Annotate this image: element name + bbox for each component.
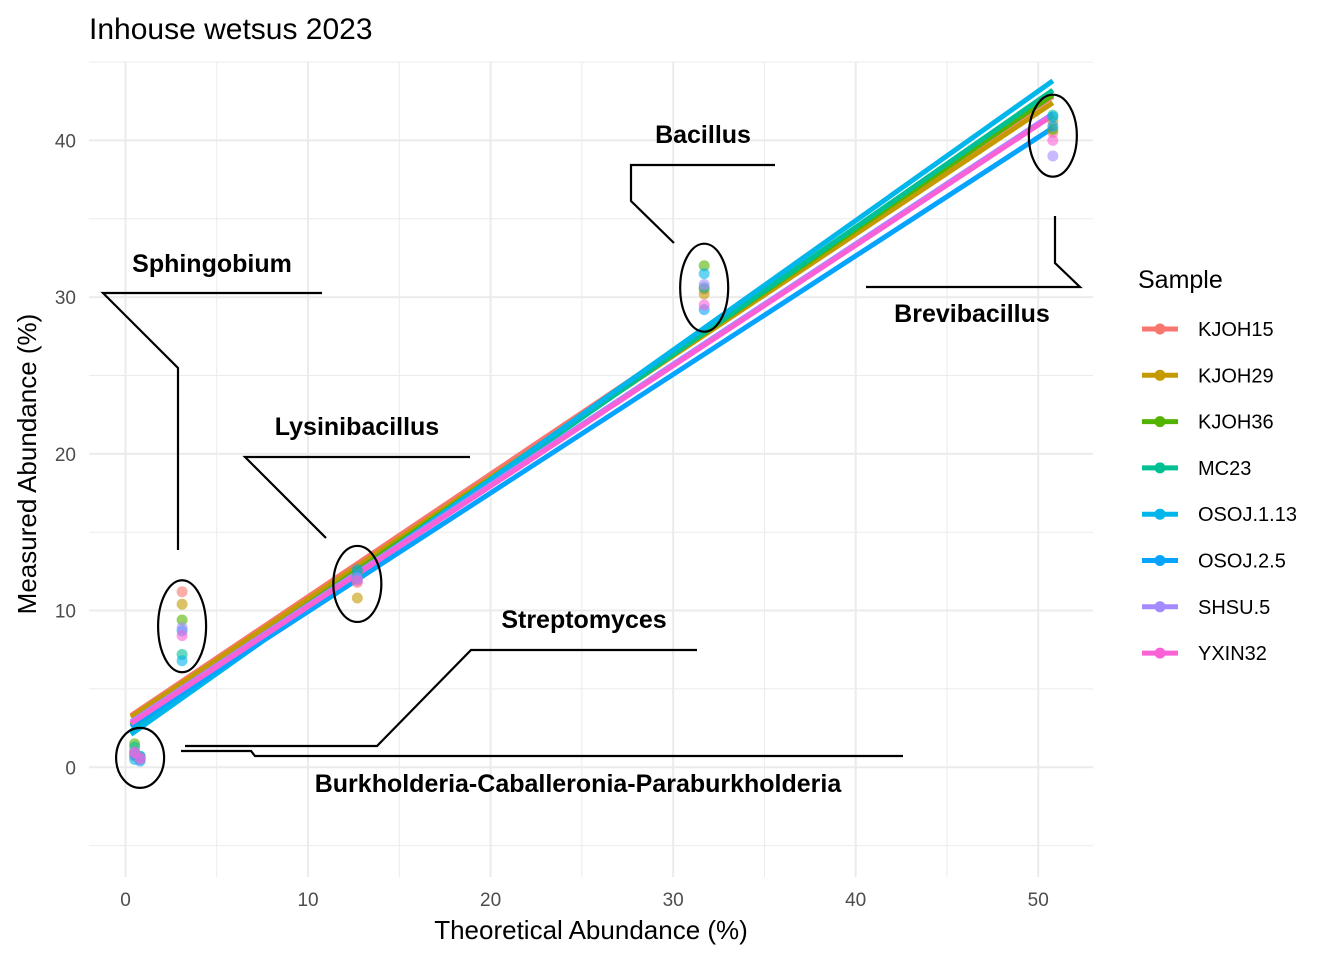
annotation-label: Sphingobium: [132, 250, 292, 278]
legend-label: MC23: [1198, 458, 1251, 480]
cluster-ring: [332, 544, 383, 624]
y-axis-title: Measured Abundance (%): [12, 314, 42, 615]
x-tick-label: 50: [1028, 890, 1049, 911]
data-point: [176, 614, 188, 626]
legend-key-point: [1154, 601, 1166, 613]
data-point: [1047, 150, 1059, 162]
legend-label: OSOJ.1.13: [1198, 504, 1297, 526]
legend-label: KJOH36: [1198, 412, 1274, 434]
annotation-label: Streptomyces: [501, 606, 666, 634]
data-point: [1047, 111, 1059, 123]
data-point: [1047, 120, 1059, 132]
data-point: [698, 260, 710, 272]
grid: [89, 61, 1093, 877]
data-point: [351, 575, 363, 587]
leader-line: [100, 291, 322, 550]
cluster-ring: [1027, 93, 1078, 178]
cluster-ring: [156, 579, 208, 674]
legend-label: OSOJ.2.5: [1198, 551, 1286, 573]
data-point: [698, 299, 710, 311]
legend-key-point: [1154, 462, 1166, 474]
x-tick-label: 0: [120, 890, 131, 911]
legend-key-point: [1154, 323, 1166, 335]
annotation-label: Lysinibacillus: [275, 413, 439, 441]
leader-line: [629, 163, 775, 244]
legend-key-point: [1154, 369, 1166, 381]
fit-line: [129, 113, 1055, 726]
chart-title: Inhouse wetsus 2023: [89, 13, 373, 46]
legend-label: YXIN32: [1198, 643, 1267, 665]
leader-line: [185, 648, 697, 748]
fit-lines: [129, 78, 1055, 737]
legend-key-point: [1154, 555, 1166, 566]
data-point: [176, 630, 188, 642]
x-tick-label: 20: [480, 890, 501, 911]
y-tick-label: 0: [65, 758, 76, 779]
legend: Sample KJOH15 KJOH29 KJOH36 MC23 OSOJ.1.13 OS…: [1138, 266, 1297, 665]
cluster-ring: [679, 242, 730, 333]
cluster-ring: [115, 726, 166, 789]
legend-key-point: [1154, 508, 1166, 520]
y-tick-label: 10: [55, 602, 76, 623]
data-point: [351, 564, 363, 576]
legend-label: KJOH15: [1198, 319, 1274, 341]
leader-line: [866, 216, 1083, 289]
x-axis-title: Theoretical Abundance (%): [434, 915, 748, 945]
data-point: [176, 655, 188, 667]
data-point: [134, 752, 146, 764]
annotations: Sphingobium Lysinibacillus Bacillus Breviba…: [100, 93, 1083, 798]
annotation-label: Bacillus: [655, 121, 751, 149]
x-tick-label: 30: [663, 890, 684, 911]
data-point: [698, 268, 710, 280]
x-tick-label: 10: [297, 890, 318, 911]
leader-line: [242, 455, 470, 539]
data-point: [176, 622, 188, 634]
y-tick-label: 30: [55, 288, 76, 309]
axis-ticks: 0 10 20 30 40 50 0 10 20 30 40: [55, 131, 1049, 911]
legend-label: SHSU.5: [1198, 597, 1270, 619]
x-tick-label: 40: [845, 890, 866, 911]
data-point: [351, 592, 363, 604]
fit-line: [129, 125, 1055, 729]
legend-key-point: [1154, 416, 1166, 428]
y-tick-label: 20: [55, 445, 76, 466]
legend-label: KJOH29: [1198, 365, 1274, 387]
annotation-label: Brevibacillus: [894, 300, 1050, 328]
data-point: [176, 598, 188, 610]
data-points: [129, 109, 1059, 767]
data-point: [698, 279, 710, 291]
annotation-label: Burkholderia-Caballeronia-Paraburkholder…: [315, 770, 843, 798]
legend-title: Sample: [1138, 266, 1223, 294]
y-tick-label: 40: [55, 131, 76, 152]
data-point: [176, 586, 188, 598]
data-point: [1047, 134, 1059, 146]
leader-line: [181, 749, 903, 758]
legend-key-point: [1154, 647, 1166, 659]
